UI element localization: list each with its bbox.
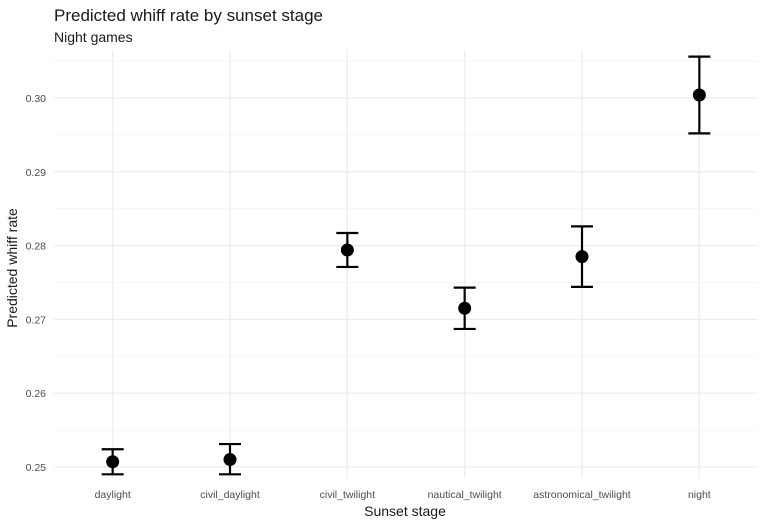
y-tick-label: 0.30 xyxy=(26,93,47,105)
y-tick-label: 0.28 xyxy=(26,241,47,253)
x-axis-ticks: daylight civil_daylight civil_twilight naut… xyxy=(95,489,711,501)
y-tick-label: 0.26 xyxy=(26,388,47,400)
data-marks xyxy=(101,55,711,476)
y-axis-ticks: 0.25 0.26 0.27 0.28 0.29 0.30 xyxy=(26,93,47,474)
x-tick-label: civil_twilight xyxy=(320,489,376,501)
y-axis-title: Predicted whiff rate xyxy=(4,208,20,328)
x-axis-title: Sunset stage xyxy=(364,503,446,519)
point-astronomical_twilight xyxy=(575,250,589,264)
point-civil_twilight xyxy=(340,243,354,257)
y-tick-label: 0.27 xyxy=(26,314,47,326)
chart-subtitle: Night games xyxy=(54,29,133,45)
x-tick-label: night xyxy=(688,489,711,501)
x-tick-label: astronomical_twilight xyxy=(533,489,631,501)
x-tick-label: civil_daylight xyxy=(200,489,260,501)
point-nautical_twilight xyxy=(458,301,472,315)
chart-title: Predicted whiff rate by sunset stage xyxy=(54,6,323,25)
y-tick-label: 0.29 xyxy=(26,167,47,179)
point-night xyxy=(692,88,706,102)
x-tick-label: daylight xyxy=(95,489,131,501)
grid xyxy=(54,50,758,478)
y-tick-label: 0.25 xyxy=(26,462,47,474)
point-civil_daylight xyxy=(223,453,237,467)
x-tick-label: nautical_twilight xyxy=(428,489,502,501)
point-daylight xyxy=(106,455,120,469)
